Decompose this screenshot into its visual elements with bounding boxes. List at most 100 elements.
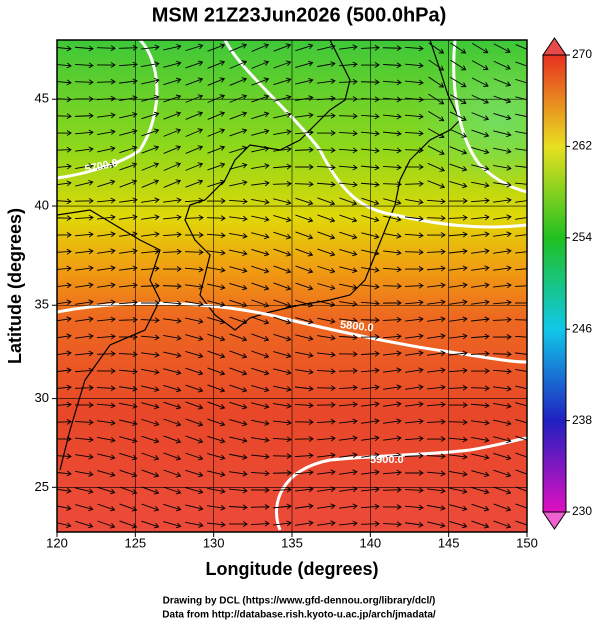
streamline-arrow	[449, 299, 468, 306]
streamline-arrow	[163, 521, 182, 529]
streamline-arrow	[493, 469, 512, 478]
streamline-arrow	[251, 60, 270, 69]
streamline-arrow	[360, 44, 380, 51]
streamline-arrow	[294, 402, 314, 409]
streamline-arrow	[295, 78, 314, 85]
streamline-arrow	[163, 162, 182, 171]
streamline-arrow	[471, 316, 490, 323]
streamline-arrow	[74, 367, 94, 374]
streamline-arrow	[57, 505, 72, 511]
streamline-arrow	[405, 521, 424, 528]
streamline-arrow	[493, 78, 512, 87]
streamline-arrow	[185, 521, 204, 528]
streamline-arrow	[448, 231, 468, 238]
streamline-arrow	[294, 129, 314, 136]
streamline-arrow	[119, 179, 138, 188]
streamline-arrow	[360, 79, 380, 86]
streamline-arrow	[57, 45, 72, 52]
streamline-arrow	[96, 78, 116, 85]
streamline-arrow	[250, 487, 270, 493]
streamline-arrow	[57, 384, 72, 391]
streamline-arrow	[96, 197, 116, 204]
streamline-arrow	[229, 350, 248, 359]
streamline-arrow	[229, 470, 248, 477]
streamline-arrow	[492, 351, 512, 358]
streamline-arrow	[141, 469, 160, 478]
streamline-arrow	[251, 146, 270, 153]
streamline-arrow	[75, 316, 94, 323]
streamline-arrow	[229, 487, 248, 494]
streamline-arrow	[404, 435, 424, 442]
streamline-arrow	[338, 351, 358, 358]
streamline-arrow	[250, 470, 270, 477]
streamline-arrow	[493, 181, 512, 188]
streamline-arrow	[449, 163, 468, 172]
streamline-arrow	[119, 419, 138, 426]
streamline-arrow	[185, 111, 204, 120]
streamline-arrow	[229, 162, 248, 170]
streamline-arrow	[515, 435, 527, 441]
streamline-arrow	[228, 198, 248, 205]
streamline-arrow	[207, 333, 226, 342]
streamline-arrow	[515, 385, 527, 390]
streamline-arrow	[250, 503, 270, 510]
streamline-arrow	[449, 181, 468, 189]
streamline-arrow	[428, 59, 445, 71]
x-tick-label: 125	[124, 535, 146, 550]
streamline-arrow	[360, 317, 380, 324]
streamline-arrow	[229, 111, 248, 120]
streamline-arrow	[163, 111, 182, 120]
streamline-arrow	[471, 419, 490, 426]
x-tick-label: 150	[516, 535, 538, 550]
streamline-arrow	[141, 231, 160, 238]
streamline-arrow	[317, 231, 336, 240]
streamline-arrow	[185, 179, 204, 188]
streamline-arrow	[97, 179, 116, 188]
streamline-arrow	[185, 145, 204, 154]
contour-label: 5800.0	[339, 319, 374, 334]
streamline-arrow	[163, 401, 182, 410]
streamline-arrow	[404, 282, 424, 289]
streamline-arrow	[493, 419, 512, 426]
colorbar-tick-label: 246	[572, 321, 592, 335]
streamline-arrow	[514, 268, 527, 271]
streamline-arrow	[428, 110, 445, 122]
streamline-arrow	[294, 435, 314, 442]
streamline-arrow	[57, 350, 72, 357]
x-tick-label: 130	[203, 535, 225, 550]
streamline-arrow	[295, 351, 314, 358]
streamline-arrow	[470, 197, 490, 204]
streamline-arrow	[317, 265, 336, 274]
streamline-arrow	[405, 367, 424, 374]
x-tick-label: 135	[281, 535, 303, 550]
streamline-arrow	[295, 248, 314, 257]
streamline-arrow	[405, 418, 424, 425]
streamline-arrow	[361, 197, 380, 206]
streamline-arrow	[207, 162, 226, 171]
streamline-arrow	[515, 419, 527, 424]
streamline-arrow	[317, 503, 336, 510]
streamline-arrow	[207, 435, 226, 444]
streamline-arrow	[273, 419, 292, 426]
streamline-arrow	[229, 266, 248, 274]
streamline-arrow	[448, 419, 468, 426]
y-tick-label: 35	[35, 297, 49, 312]
streamline-arrow	[471, 470, 490, 478]
streamline-arrow	[97, 248, 116, 255]
streamline-arrow	[471, 146, 490, 155]
streamline-arrow	[382, 181, 402, 188]
streamline-arrow	[426, 248, 446, 255]
streamline-arrow	[229, 43, 248, 52]
streamline-arrow	[339, 435, 358, 442]
streamline-arrow	[317, 248, 336, 257]
streamline-arrow	[426, 401, 446, 408]
streamline-arrow	[74, 112, 94, 119]
streamline-arrow	[450, 42, 467, 54]
streamline-arrow	[119, 162, 138, 171]
streamline-arrow	[361, 469, 380, 476]
streamline-arrow	[428, 42, 445, 54]
streamline-arrow	[471, 503, 490, 512]
streamline-arrow	[382, 333, 402, 340]
streamline-arrow	[207, 470, 226, 478]
streamline-arrow	[119, 436, 138, 444]
